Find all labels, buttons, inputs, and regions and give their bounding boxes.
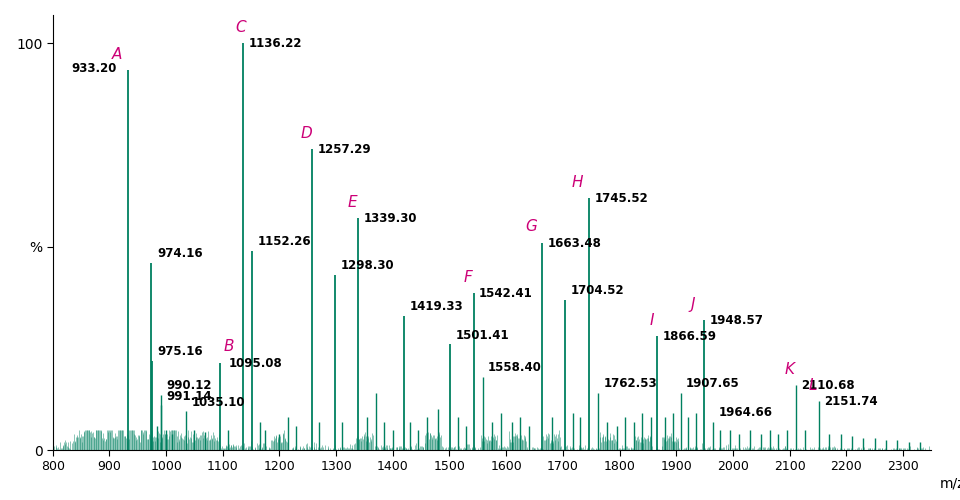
Text: 1339.30: 1339.30 — [364, 212, 418, 225]
Text: C: C — [235, 20, 246, 35]
Text: 1501.41: 1501.41 — [456, 328, 510, 342]
Text: 1035.10: 1035.10 — [192, 396, 245, 408]
Text: 991.14: 991.14 — [167, 390, 212, 402]
Text: 1419.33: 1419.33 — [409, 300, 463, 313]
Text: A: A — [112, 46, 122, 62]
Text: 1152.26: 1152.26 — [258, 235, 312, 248]
Text: B: B — [223, 340, 233, 354]
Text: J: J — [690, 296, 695, 312]
Text: F: F — [464, 270, 472, 285]
Text: 1558.40: 1558.40 — [488, 361, 542, 374]
Text: 2151.74: 2151.74 — [825, 395, 878, 408]
Text: 1704.52: 1704.52 — [571, 284, 625, 297]
Text: K: K — [785, 362, 795, 376]
Text: 1866.59: 1866.59 — [662, 330, 717, 343]
Text: I: I — [650, 313, 654, 328]
Text: 1745.52: 1745.52 — [594, 192, 648, 205]
Text: 933.20: 933.20 — [72, 62, 117, 76]
Text: 1948.57: 1948.57 — [709, 314, 763, 327]
Text: 1136.22: 1136.22 — [249, 38, 302, 51]
Text: 974.16: 974.16 — [157, 247, 203, 260]
Text: 1663.48: 1663.48 — [548, 236, 602, 250]
Text: 2110.68: 2110.68 — [802, 379, 854, 392]
Text: E: E — [348, 195, 358, 210]
Text: 1542.41: 1542.41 — [479, 288, 533, 300]
Text: 1095.08: 1095.08 — [228, 356, 282, 370]
Text: m/z: m/z — [940, 476, 960, 490]
Text: 1964.66: 1964.66 — [718, 406, 773, 419]
Text: G: G — [525, 220, 537, 234]
Text: 975.16: 975.16 — [157, 345, 204, 358]
Text: 1907.65: 1907.65 — [686, 378, 740, 390]
Text: 990.12: 990.12 — [166, 380, 211, 392]
Text: D: D — [300, 126, 312, 141]
Text: 1257.29: 1257.29 — [318, 143, 372, 156]
Text: 1298.30: 1298.30 — [341, 260, 395, 272]
Text: 1762.53: 1762.53 — [604, 378, 658, 390]
Text: L: L — [809, 378, 818, 393]
Text: H: H — [572, 174, 584, 190]
